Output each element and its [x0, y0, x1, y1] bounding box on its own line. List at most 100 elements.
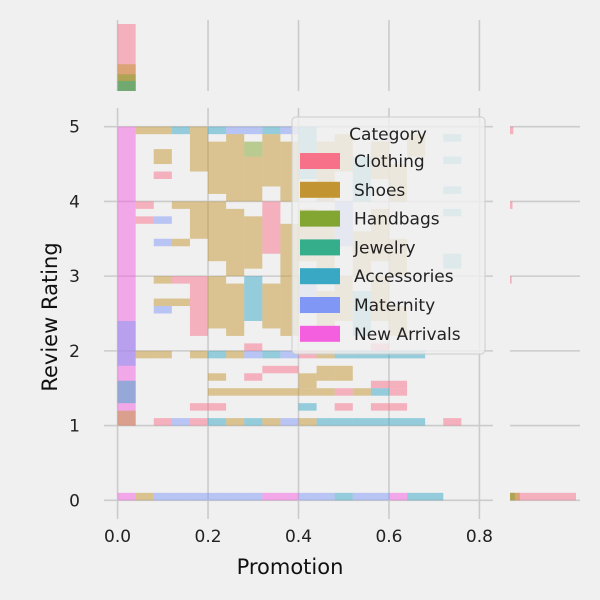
histogram-cell: [316, 388, 335, 396]
histogram-cell: [153, 149, 172, 165]
marginal-y-bar: [510, 126, 514, 135]
histogram-cell: [244, 343, 263, 351]
histogram-cell: [226, 350, 245, 359]
legend-swatch: [300, 297, 340, 313]
histogram-cell: [189, 126, 209, 135]
histogram-cell: [244, 418, 263, 426]
marginal-y-bar: [510, 201, 513, 209]
legend-title: Category: [349, 125, 427, 145]
legend-label: New Arrivals: [354, 325, 461, 345]
histogram-cell: [443, 418, 462, 426]
legend-box: [291, 116, 486, 355]
histogram-cell: [298, 373, 317, 389]
histogram-cell: [262, 134, 281, 187]
histogram-cell: [189, 201, 209, 239]
y-tick-label: 3: [69, 267, 80, 287]
histogram-cell: [388, 380, 408, 389]
histogram-cell: [226, 126, 245, 135]
histogram-cell: [370, 388, 389, 396]
histogram-cell: [334, 388, 353, 396]
histogram-cell: [370, 403, 389, 411]
histogram-cell: [388, 492, 408, 501]
histogram-cell: [244, 276, 263, 321]
histogram-cell: [208, 403, 227, 411]
histogram-cell: [208, 350, 227, 359]
legend-swatch: [300, 239, 340, 256]
histogram-cell: [208, 418, 227, 426]
histogram-cell: [244, 156, 263, 202]
histogram-cell: [244, 373, 263, 381]
histogram-cell: [262, 201, 281, 254]
histogram-cell: [153, 306, 172, 314]
histogram-cell: [135, 492, 154, 501]
histogram-cell: [244, 126, 263, 135]
histogram-cell: [226, 283, 245, 336]
marginal-y-bar: [510, 492, 576, 501]
histogram-cell: [226, 134, 245, 202]
histogram-cell: [262, 126, 281, 135]
legend-label: Jewelry: [353, 238, 416, 258]
histogram-cell: [171, 492, 190, 501]
histogram-cell: [407, 492, 426, 501]
y-tick-label: 4: [69, 192, 80, 212]
histogram-cell: [262, 492, 281, 501]
histogram-cell: [189, 134, 209, 172]
histogram-cell: [407, 418, 426, 426]
histogram-cell: [316, 365, 335, 381]
y-tick-label: 2: [69, 342, 80, 362]
histogram-cell: [189, 403, 209, 411]
legend-swatch: [300, 325, 340, 342]
histogram-cell: [171, 276, 190, 284]
histogram-cell: [370, 418, 389, 426]
histogram-cell: [298, 492, 317, 501]
tick-labels: 0.0 0.2 0.4 0.6 0.8 0 1 2 3 4 5: [69, 118, 493, 547]
histogram-cell: [135, 350, 154, 359]
legend-label: Maternity: [354, 296, 435, 316]
histogram-cell: [370, 380, 389, 389]
histogram-cell: [153, 492, 172, 501]
histogram-cell: [226, 418, 245, 426]
histogram-cell: [171, 126, 190, 135]
histogram-cell: [280, 492, 299, 501]
histogram-cell: [117, 410, 136, 426]
legend-entries: Clothing Shoes Handbags Jewelry Accessories M…: [300, 152, 461, 345]
histogram-cell: [208, 276, 227, 329]
histogram-cell: [262, 283, 281, 329]
histogram-cell: [208, 373, 227, 381]
histogram-cell: [189, 418, 209, 426]
histogram-cell: [388, 388, 408, 396]
histogram-cell: [280, 418, 299, 426]
marginal-y-bar: [510, 276, 512, 284]
histogram-cell: [117, 380, 136, 404]
histogram-cell: [208, 492, 227, 501]
legend-label: Handbags: [354, 210, 440, 230]
legend-label: Clothing: [354, 152, 425, 172]
histogram-cell: [153, 126, 172, 135]
histogram-cell: [334, 403, 353, 411]
histogram-cell: [153, 350, 172, 359]
histogram-cell: [189, 276, 209, 336]
histogram-cell: [153, 171, 172, 179]
histogram-cell: [244, 350, 263, 359]
histogram-cell: [135, 216, 154, 224]
histogram-cell: [370, 492, 389, 501]
legend-swatch: [300, 153, 340, 169]
histogram-cell: [280, 388, 299, 396]
x-tick-label: 0.4: [285, 527, 312, 547]
histogram-cell: [262, 365, 281, 374]
histogram-cell: [334, 418, 353, 426]
x-tick-label: 0.0: [104, 527, 131, 547]
histogram-cell: [298, 418, 317, 426]
x-tick-label: 0.2: [195, 527, 222, 547]
legend-swatch: [300, 181, 340, 198]
histogram-cell: [244, 141, 263, 157]
histogram-cell: [388, 403, 408, 411]
histogram-cell: [280, 126, 299, 135]
histogram-cell: [352, 418, 371, 426]
histogram-cell: [352, 388, 371, 396]
histogram-cell: [171, 201, 190, 209]
histogram-cell: [117, 492, 136, 501]
histogram-cell: [171, 238, 190, 247]
histogram-cell: [370, 350, 389, 359]
